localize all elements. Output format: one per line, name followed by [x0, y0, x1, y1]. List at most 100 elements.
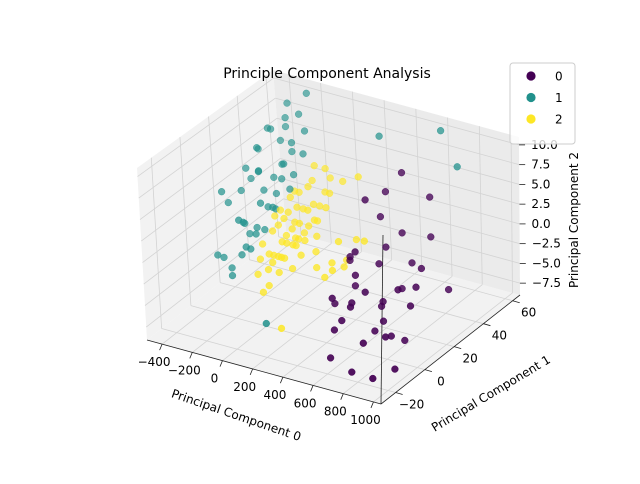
y-tick-label: 60 — [521, 306, 536, 320]
x-grid-floor — [222, 251, 362, 361]
scatter-point-series-1 — [289, 171, 298, 179]
y-tick-label: 0 — [437, 375, 445, 389]
scatter-point-series-0 — [408, 259, 416, 267]
scatter-point-series-2 — [265, 281, 273, 290]
scatter-point-series-2 — [309, 200, 318, 208]
left-back-pane — [137, 70, 286, 340]
x-tick-label: 600 — [294, 396, 317, 410]
scatter-point-series-1 — [269, 203, 277, 211]
scatter-point-series-1 — [224, 198, 232, 207]
scatter-point-series-1 — [299, 150, 307, 158]
x-tick-mark — [249, 368, 254, 376]
scatter-point-series-2 — [326, 174, 334, 182]
scatter-point-series-0 — [426, 193, 434, 201]
scatter-point-series-0 — [381, 333, 390, 341]
x-tick-label: 0 — [211, 372, 219, 386]
legend-box — [509, 62, 576, 145]
y-grid-floor — [220, 282, 455, 348]
y-tick-label: 40 — [492, 329, 507, 343]
scatter-point-series-0 — [338, 316, 346, 325]
scatter-point-series-2 — [316, 202, 324, 210]
z-grid-left — [141, 138, 279, 242]
scatter-point-series-1 — [302, 89, 310, 97]
scatter-point-series-2 — [254, 270, 262, 278]
scatter-point-series-0 — [351, 271, 360, 279]
scatter-point-series-2 — [360, 237, 368, 245]
x-grid-wall — [320, 82, 332, 244]
z-tick-label: 0.0 — [532, 217, 551, 231]
scatter-point-series-2 — [334, 237, 343, 246]
scatter-point-series-2 — [295, 188, 303, 196]
x-grid-wall — [415, 108, 423, 269]
scatter-point-series-2 — [268, 227, 277, 235]
scatter-point-series-0 — [328, 294, 336, 302]
scatter-point-series-1 — [220, 253, 228, 262]
x-tick-label: 800 — [324, 405, 347, 419]
scatter-point-series-0 — [361, 288, 369, 296]
scatter-point-series-2 — [354, 173, 362, 181]
z-grid-left — [138, 97, 276, 199]
scatter-point-series-0 — [351, 282, 360, 290]
scatter-point-series-2 — [322, 204, 330, 212]
x-tick-mark — [219, 360, 223, 367]
scatter-point-series-0 — [359, 339, 367, 347]
scatter-point-series-1 — [286, 185, 294, 193]
scatter-point-series-0 — [369, 374, 377, 383]
scatter-point-series-1 — [278, 175, 286, 183]
scatter-point-series-1 — [238, 251, 246, 259]
scatter-point-series-2 — [313, 263, 321, 272]
scatter-point-series-1 — [235, 216, 243, 224]
z-grid-right — [280, 158, 520, 225]
scatter-point-series-0 — [351, 248, 359, 256]
scatter-point-series-1 — [281, 114, 289, 122]
scatter-point-series-2 — [308, 176, 316, 185]
scatter-point-series-1 — [288, 147, 296, 156]
legend-marker-1 — [526, 92, 536, 103]
x-tick-label: 400 — [263, 388, 286, 402]
scatter-point-series-1 — [375, 132, 383, 140]
scatter-point-series-0 — [346, 253, 354, 261]
scatter-point-series-1 — [253, 144, 261, 152]
scatter-point-series-0 — [391, 365, 399, 373]
scatter-point-series-2 — [283, 239, 291, 247]
scatter-point-series-1 — [242, 164, 250, 172]
z-grid-left — [137, 77, 274, 177]
z-tick-label: 2.5 — [531, 197, 550, 211]
scatter-point-series-2 — [295, 235, 303, 243]
z-grid-right — [284, 218, 521, 284]
scatter-point-series-2 — [352, 235, 361, 244]
scatter-point-series-1 — [254, 167, 263, 175]
scatter-point-series-2 — [300, 229, 309, 237]
x-tick-mark — [370, 401, 374, 409]
scatter-point-series-2 — [276, 206, 285, 214]
scatter-point-series-0 — [412, 283, 420, 291]
z-grid-left — [144, 198, 284, 306]
scatter-point-series-1 — [256, 199, 265, 207]
scatter-point-series-2 — [274, 221, 282, 229]
scatter-point-series-0 — [382, 243, 390, 251]
x-grid-floor — [312, 276, 453, 386]
y-grid-wall — [150, 157, 163, 329]
scatter-point-series-1 — [261, 225, 269, 234]
x-tick-mark — [189, 352, 193, 359]
x-grid-floor — [373, 292, 513, 403]
scatter-point-series-2 — [312, 248, 320, 256]
z-grid-right — [273, 77, 520, 146]
scatter-point-series-1 — [280, 160, 288, 168]
scatter-point-series-2 — [277, 324, 286, 333]
legend-label-2: 2 — [555, 113, 563, 127]
x-tick-label: 200 — [233, 380, 256, 394]
axis-panes — [137, 70, 520, 404]
y-grid-floor — [190, 305, 426, 370]
scatter-point-series-1 — [272, 189, 281, 198]
y-grid-floor — [161, 328, 396, 393]
scatter-point-series-1 — [246, 230, 254, 238]
x-tick-mark — [310, 385, 314, 392]
scatter-point-series-2 — [293, 203, 301, 211]
x-axis-line — [146, 339, 382, 405]
scatter-point-series-2 — [288, 225, 296, 233]
y-tick-mark — [424, 369, 433, 372]
scatter-point-series-1 — [300, 127, 309, 135]
